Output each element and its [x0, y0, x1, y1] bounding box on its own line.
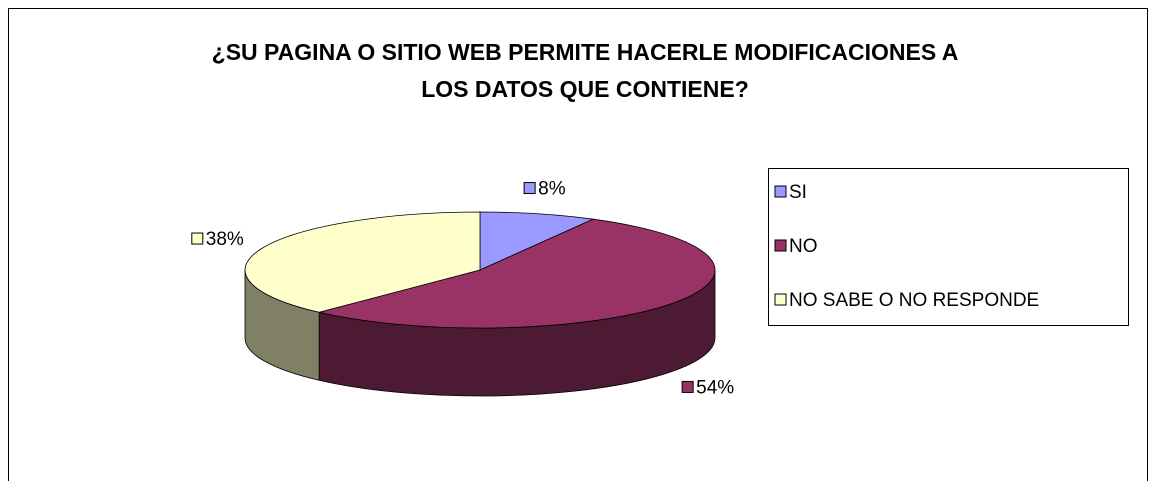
data-label-key [523, 182, 536, 195]
legend-label: SI [789, 182, 807, 203]
legend-key [774, 185, 787, 198]
data-label: 54% [696, 377, 734, 398]
data-label-key [681, 380, 694, 393]
data-label: 38% [206, 229, 244, 250]
chart-title: ¿SU PAGINA O SITIO WEB PERMITE HACERLE M… [211, 39, 959, 102]
pie-slice [479, 211, 595, 271]
legend-label: NO SABE O NO RESPONDE [789, 290, 1039, 311]
legend-box [768, 168, 1129, 326]
pie-slice [244, 211, 481, 313]
legend-key [774, 239, 787, 252]
data-label-key [191, 232, 204, 245]
legend-label: NO [789, 236, 818, 257]
data-label: 8% [538, 179, 566, 200]
legend-key [774, 293, 787, 306]
pie-slice [319, 218, 716, 329]
